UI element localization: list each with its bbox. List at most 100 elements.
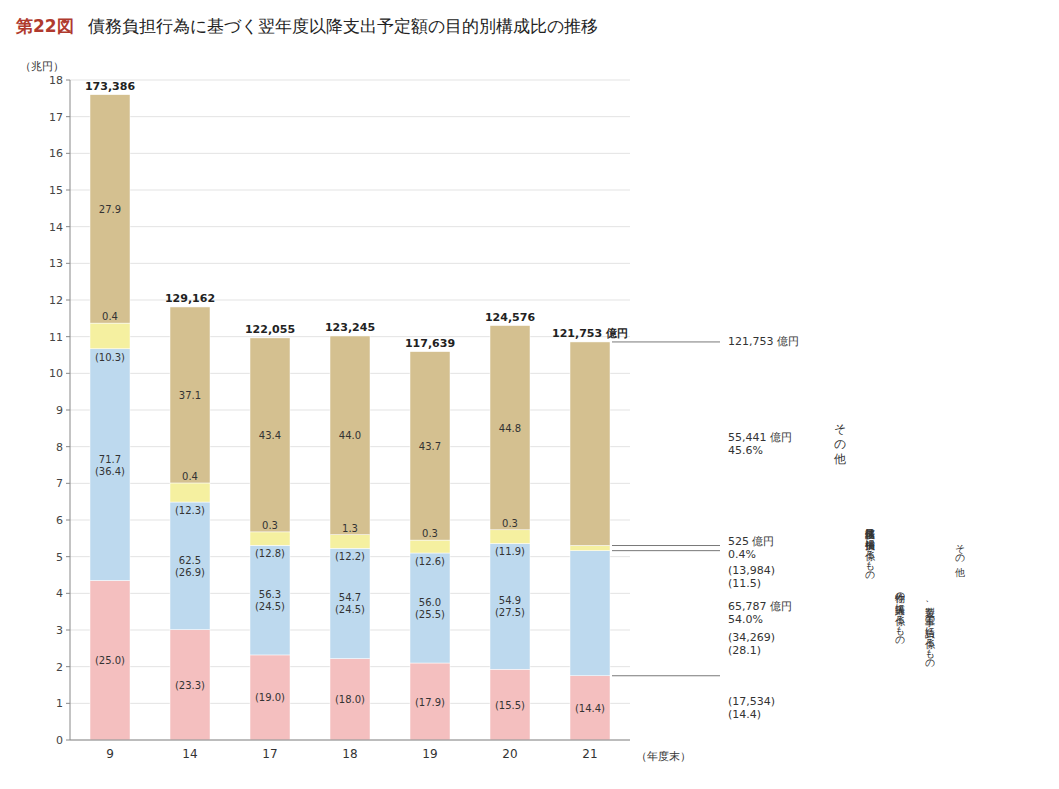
bar-segment [330,535,370,549]
segment-label: (12.2) [335,551,365,562]
y-tick [66,263,70,264]
y-tick-label: 3 [56,624,63,637]
segment-label: (14.4) [575,703,605,714]
y-axis [70,80,71,740]
y-tick-label: 6 [56,514,63,527]
grid-line [70,153,630,154]
segment-label: 0.3 [502,518,518,529]
y-tick [66,703,70,704]
x-tick-label: 14 [182,747,197,761]
segment-label: 54.7 [339,592,361,603]
segment-label: 0.4 [102,311,118,322]
y-tick-label: 9 [56,404,63,417]
bar-segment [330,548,370,658]
grid-line [70,116,630,117]
x-tick-label: 18 [342,747,357,761]
total-label: 123,245 [325,321,375,334]
x-axis-title: （年度末） [636,750,691,763]
y-tick [66,226,70,227]
bar-segment [250,532,290,545]
figure-label: 第22図 [15,16,74,36]
segment-label: 0.3 [422,528,438,539]
y-tick [66,593,70,594]
y-tick [66,446,70,447]
bar-segment [170,483,210,502]
bars [90,95,610,740]
grid-line [70,300,630,301]
total-label: 173,386 [85,80,135,93]
annotation: 0.4% [728,548,756,561]
segment-label: 56.0 [419,597,441,608]
bar-segment [90,323,130,349]
grid-line [70,80,630,81]
bar-segment [90,349,130,581]
y-tick [66,373,70,374]
total-label: 124,576 [485,311,535,324]
y-tick-label: 10 [49,367,63,380]
annotation-name: 製造、工事の請負に係るもの [925,599,936,667]
bar-segment [570,551,610,676]
chart: 第22図債務負担行為に基づく翌年度以降支出予定額の目的別構成比の推移012345… [0,0,1059,789]
y-tick-label: 0 [56,734,63,747]
leader-line [612,675,720,676]
segment-label: 43.4 [259,430,281,441]
title-text: 債務負担行為に基づく翌年度以降支出予定額の目的別構成比の推移 [88,16,598,36]
grid-line [70,263,630,264]
bar-segment [250,655,290,740]
y-tick-label: 17 [49,111,63,124]
bar-segment [570,342,610,546]
y-tick-label: 18 [49,74,63,87]
grid-line [70,740,630,741]
annotation: 45.6% [728,444,763,457]
bar-segment [90,95,130,323]
annotation-panel: 121,753 億円55,441 億円45.6%525 億円0.4%(13,98… [612,335,966,720]
segment-label: (27.5) [495,607,525,618]
bar-segment [410,540,450,553]
annotation: (28.1) [728,644,761,657]
annotation: 65,787 億円 [728,600,792,613]
y-tick-label: 8 [56,441,63,454]
bar-segment [330,659,370,740]
y-tick-label: 7 [56,477,63,490]
grid: 0123456789101112131415161718 [49,74,630,747]
bar-segment [490,669,530,740]
segment-label: 37.1 [179,390,201,401]
segment-label: (25.5) [415,609,445,620]
segment-label: (36.4) [95,466,125,477]
annotation: (14.4) [728,708,761,721]
bar-segment [570,676,610,740]
segment-label: (11.9) [495,546,525,557]
grid-line [70,226,630,227]
segment-label: 27.9 [99,204,121,215]
y-tick-label: 5 [56,551,63,564]
y-tick [66,153,70,154]
x-axis [70,740,630,741]
y-tick [66,483,70,484]
leader-line [612,341,720,342]
segment-label: 44.8 [499,423,521,434]
segment-label: (26.9) [175,567,205,578]
leader-line [612,545,720,546]
bar-segment [410,553,450,663]
annotation: 54.0% [728,613,763,626]
y-tick-label: 13 [49,257,63,270]
annotation: 55,441 億円 [728,431,792,444]
title: 第22図債務負担行為に基づく翌年度以降支出予定額の目的別構成比の推移 [15,16,598,36]
x-tick-label: 20 [502,747,517,761]
segment-label: (10.3) [95,352,125,363]
segment-label: 43.7 [419,441,441,452]
y-tick [66,556,70,557]
y-tick [66,80,70,81]
y-tick-label: 14 [49,221,63,234]
y-tick [66,666,70,667]
y-tick [66,190,70,191]
y-tick-label: 16 [49,147,63,160]
segment-label: 44.0 [339,430,361,441]
y-tick-label: 12 [49,294,63,307]
bar-segment [90,581,130,741]
grid-line [70,190,630,191]
y-tick [66,740,70,741]
y-tick-label: 4 [56,587,63,600]
segment-label: (25.0) [95,655,125,666]
y-tick-label: 2 [56,661,63,674]
